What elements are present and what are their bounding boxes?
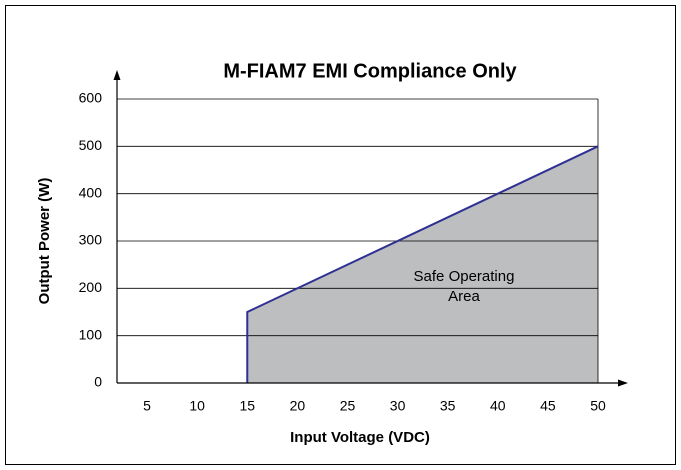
y-tick-label: 100 xyxy=(79,326,103,342)
chart-title: M-FIAM7 EMI Compliance Only xyxy=(223,60,517,82)
y-axis-arrow xyxy=(113,70,121,80)
area-line xyxy=(246,145,599,383)
y-tick-label: 600 xyxy=(79,90,103,106)
area-fill xyxy=(247,146,599,383)
annotation: Area xyxy=(448,288,480,305)
annotation: Safe Operating xyxy=(414,268,515,285)
x-tick-label: 15 xyxy=(239,398,255,414)
y-tick-label: 300 xyxy=(79,232,103,248)
x-tick-label: 5 xyxy=(143,398,151,414)
y-tick-label: 200 xyxy=(79,279,103,295)
x-tick-label: 20 xyxy=(290,398,306,414)
y-tick-label: 500 xyxy=(79,137,103,153)
x-tick-label: 45 xyxy=(540,398,556,414)
y-axis-label: Output Power (W) xyxy=(36,178,53,305)
x-axis-label: Input Voltage (VDC) xyxy=(290,429,430,446)
x-tick-label: 10 xyxy=(189,398,205,414)
x-tick-label: 40 xyxy=(490,398,506,414)
x-axis-arrow xyxy=(618,379,628,387)
x-tick-label: 35 xyxy=(440,398,456,414)
x-tick-label: 25 xyxy=(340,398,356,414)
y-tick-label: 400 xyxy=(79,184,103,200)
x-tick-label: 30 xyxy=(390,398,406,414)
x-tick-label: 50 xyxy=(590,398,606,414)
y-tick-label: 0 xyxy=(94,374,102,390)
